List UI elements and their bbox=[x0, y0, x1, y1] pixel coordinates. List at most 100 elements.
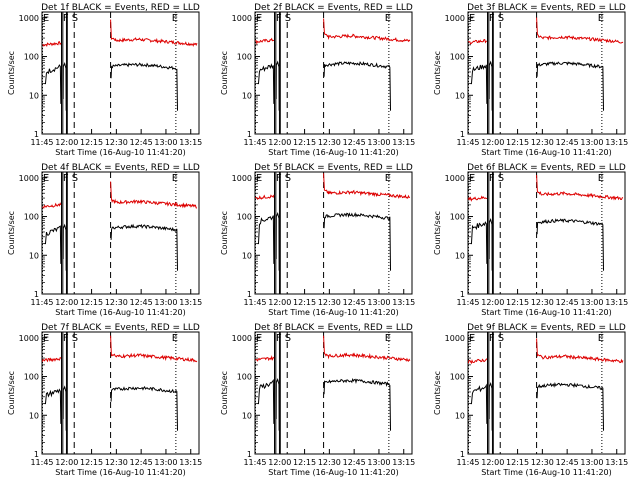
series-events-line bbox=[257, 63, 275, 104]
series-lld-line bbox=[110, 335, 198, 363]
marker-label: E bbox=[172, 333, 178, 344]
series-events-line bbox=[275, 60, 280, 111]
x-tick-label: 12:30 bbox=[318, 138, 341, 147]
series-events-line bbox=[257, 215, 275, 264]
marker-label: F bbox=[276, 13, 282, 24]
x-tick-label: 11:45 bbox=[30, 298, 53, 307]
x-axis-title: Start Time (16-Aug-10 11:41:20) bbox=[268, 148, 399, 157]
y-tick-label: 1 bbox=[460, 130, 465, 139]
x-tick-label: 13:15 bbox=[179, 458, 202, 467]
x-tick-label: 11:45 bbox=[456, 298, 479, 307]
x-tick-label: 12:15 bbox=[293, 458, 316, 467]
panel-det-2: Det 2f BLACK = Events, RED = LLD 1 10 100 10… bbox=[220, 3, 415, 157]
marker-label: F bbox=[63, 13, 69, 24]
x-tick-label: 13:00 bbox=[580, 458, 603, 467]
y-tick-label: 100 bbox=[24, 373, 39, 382]
series-lld-line bbox=[255, 37, 274, 45]
x-tick-label: 12:15 bbox=[80, 138, 103, 147]
series-events-line bbox=[488, 60, 493, 111]
x-tick-label: 12:00 bbox=[481, 138, 504, 147]
x-tick-label: 12:00 bbox=[268, 138, 291, 147]
marker-label: F bbox=[63, 333, 69, 344]
panel-det-6: Det 6f BLACK = Events, RED = LLD 1 10 100 10… bbox=[433, 163, 628, 317]
x-tick-label: 13:00 bbox=[367, 458, 390, 467]
series-events-line bbox=[275, 377, 280, 431]
x-axis-title: Start Time (16-Aug-10 11:41:20) bbox=[55, 308, 186, 317]
y-tick-label: 1000 bbox=[19, 334, 39, 343]
x-tick-label: 12:15 bbox=[506, 298, 529, 307]
marker-label: F bbox=[489, 333, 495, 344]
y-tick-label: 1000 bbox=[445, 334, 465, 343]
y-axis-title: Counts/sec bbox=[7, 371, 16, 415]
x-tick-label: 13:15 bbox=[605, 458, 628, 467]
series-events-line bbox=[536, 381, 605, 431]
x-tick-label: 11:45 bbox=[243, 458, 266, 467]
series-events-line bbox=[470, 64, 488, 104]
x-tick-label: 13:00 bbox=[154, 298, 177, 307]
x-axis-title: Start Time (16-Aug-10 11:41:20) bbox=[481, 468, 612, 477]
x-axis-title: Start Time (16-Aug-10 11:41:20) bbox=[268, 468, 399, 477]
y-axis-title: Counts/sec bbox=[220, 211, 229, 255]
panel-title: Det 7f BLACK = Events, RED = LLD bbox=[41, 323, 200, 333]
marker-label: E bbox=[598, 333, 604, 344]
x-tick-label: 12:00 bbox=[55, 298, 78, 307]
y-tick-label: 1 bbox=[247, 290, 252, 299]
y-axis-title: Counts/sec bbox=[7, 51, 16, 95]
y-tick-label: 100 bbox=[450, 53, 465, 62]
y-tick-label: 1000 bbox=[232, 174, 252, 183]
series-lld-line bbox=[467, 358, 488, 365]
marker-label: S bbox=[498, 333, 504, 344]
series-events-line bbox=[470, 221, 488, 264]
y-tick-label: 100 bbox=[24, 53, 39, 62]
y-tick-label: 10 bbox=[455, 91, 465, 100]
x-tick-label: 11:45 bbox=[30, 138, 53, 147]
y-tick-label: 1 bbox=[460, 290, 465, 299]
panel-title: Det 1f BLACK = Events, RED = LLD bbox=[41, 3, 200, 13]
marker-label: E bbox=[172, 173, 178, 184]
x-axis-title: Start Time (16-Aug-10 11:41:20) bbox=[55, 468, 186, 477]
x-tick-label: 12:45 bbox=[130, 458, 153, 467]
x-tick-label: 12:15 bbox=[80, 298, 103, 307]
marker-label: S bbox=[498, 13, 504, 24]
y-tick-label: 1 bbox=[34, 130, 39, 139]
marker-label: E bbox=[172, 13, 178, 24]
marker-label: E bbox=[598, 13, 604, 24]
y-tick-label: 1000 bbox=[232, 334, 252, 343]
panel-det-9: Det 9f BLACK = Events, RED = LLD 1 10 100 10… bbox=[433, 323, 628, 477]
x-axis-title: Start Time (16-Aug-10 11:41:20) bbox=[481, 148, 612, 157]
x-tick-label: 13:00 bbox=[367, 298, 390, 307]
x-tick-label: 12:15 bbox=[80, 458, 103, 467]
series-events-line bbox=[110, 385, 179, 431]
x-tick-label: 11:45 bbox=[456, 138, 479, 147]
marker-label: E bbox=[385, 333, 391, 344]
series-events-line bbox=[110, 223, 179, 271]
y-tick-label: 10 bbox=[242, 91, 252, 100]
y-tick-label: 10 bbox=[455, 251, 465, 260]
panel-title: Det 2f BLACK = Events, RED = LLD bbox=[254, 3, 413, 13]
series-lld-line bbox=[536, 17, 624, 44]
y-tick-label: 1000 bbox=[19, 14, 39, 23]
x-tick-label: 13:15 bbox=[392, 458, 415, 467]
x-tick-label: 13:00 bbox=[580, 138, 603, 147]
y-tick-label: 100 bbox=[450, 373, 465, 382]
x-tick-label: 12:00 bbox=[55, 138, 78, 147]
series-lld-line bbox=[323, 173, 411, 199]
panel-det-1: Det 1f BLACK = Events, RED = LLD 1 10 100 10… bbox=[7, 3, 202, 157]
x-tick-label: 12:30 bbox=[318, 298, 341, 307]
series-lld-line bbox=[467, 195, 488, 202]
series-lld-line bbox=[110, 19, 198, 47]
panel-det-8: Det 8f BLACK = Events, RED = LLD 1 10 100 10… bbox=[220, 323, 415, 477]
marker-label: F bbox=[276, 333, 282, 344]
x-tick-label: 13:15 bbox=[605, 138, 628, 147]
marker-label: E bbox=[43, 173, 49, 184]
marker-label: E bbox=[256, 13, 262, 24]
x-tick-label: 13:15 bbox=[179, 138, 202, 147]
x-axis-title: Start Time (16-Aug-10 11:41:20) bbox=[55, 148, 186, 157]
series-lld-line bbox=[41, 356, 62, 363]
marker-label: F bbox=[489, 173, 495, 184]
series-events-line bbox=[44, 64, 62, 104]
series-lld-line bbox=[255, 355, 275, 362]
x-axis-title: Start Time (16-Aug-10 11:41:20) bbox=[268, 308, 399, 317]
series-events-line bbox=[488, 382, 493, 431]
